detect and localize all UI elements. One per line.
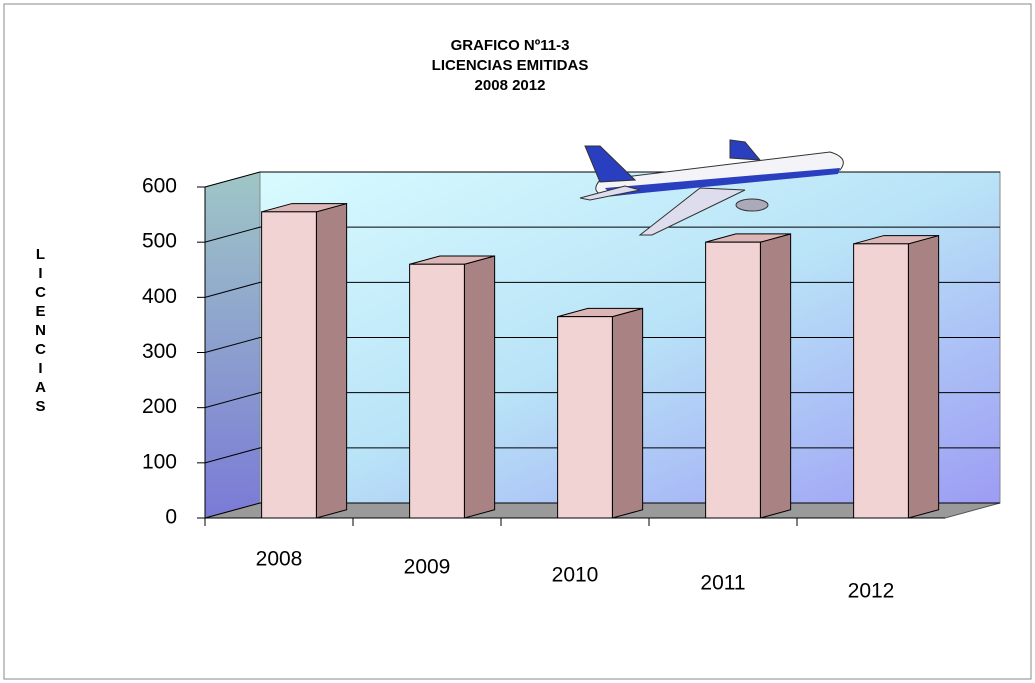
- grid-line: [204, 226, 1000, 243]
- bar: [409, 263, 465, 519]
- y-axis-label: LICENCIAS: [32, 246, 49, 417]
- bar: [853, 243, 909, 519]
- bar-side: [907, 234, 940, 519]
- bar-side: [315, 202, 348, 519]
- airplane-icon: [579, 139, 844, 236]
- bar: [705, 241, 761, 519]
- y-tick-label: 600: [142, 175, 177, 198]
- y-tick-label: 100: [142, 450, 177, 473]
- x-tick-label: 2012: [848, 580, 895, 603]
- chart-border: [3, 3, 1032, 680]
- x-tick-label: 2009: [404, 556, 451, 579]
- title-line: 2008 2012: [475, 77, 546, 94]
- bar-side: [611, 307, 644, 519]
- bar-side: [759, 233, 792, 519]
- y-tick-label: 500: [142, 230, 177, 253]
- title-line: LICENCIAS EMITIDAS: [432, 57, 589, 74]
- x-tick-label: 2008: [256, 548, 303, 571]
- y-tick-label: 300: [142, 340, 177, 363]
- chart-title: GRAFICO Nº11-3 LICENCIAS EMITIDAS 2008 2…: [432, 37, 589, 94]
- title-line: GRAFICO Nº11-3: [451, 37, 570, 54]
- bar: [557, 316, 613, 519]
- bar-side: [463, 255, 496, 519]
- y-tick-label: 200: [142, 395, 177, 418]
- x-tick-label: 2010: [552, 564, 599, 587]
- x-tick-label: 2011: [700, 572, 745, 595]
- y-tick-label: 400: [142, 285, 177, 308]
- bar: [261, 211, 317, 519]
- y-tick-label: 0: [165, 506, 177, 529]
